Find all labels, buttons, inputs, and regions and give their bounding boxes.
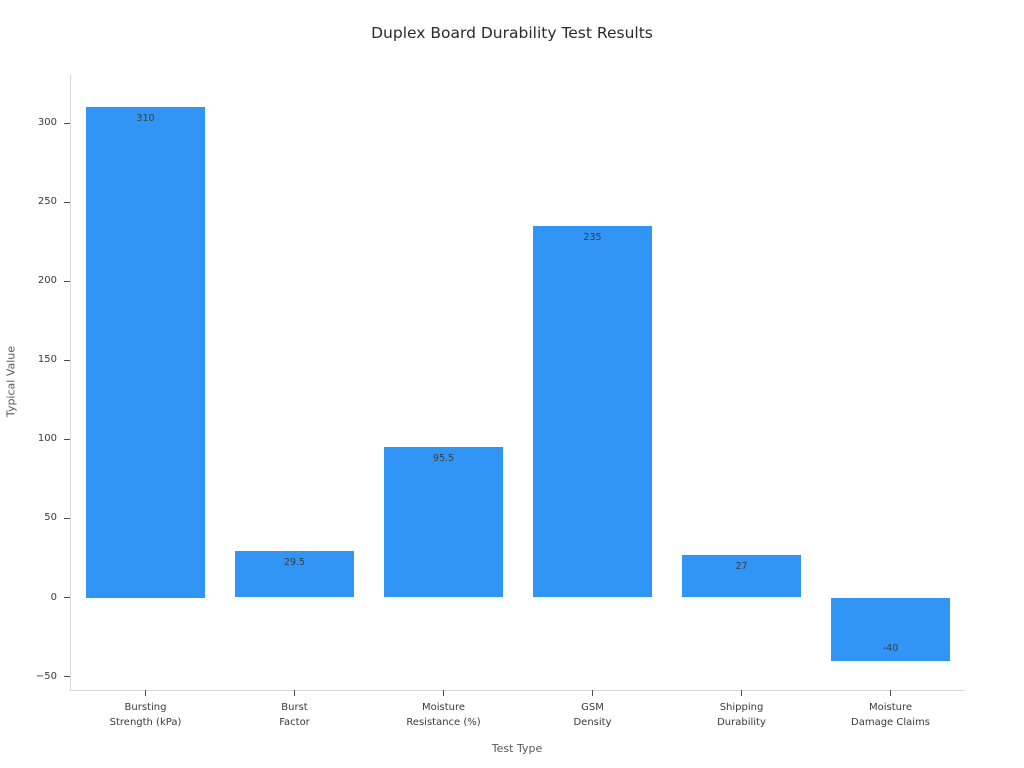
plot-area: −50 0 50 100 150 200 250 300 310 Bursting Strength… [36, 75, 965, 728]
y-tick-label: 300 [37, 117, 57, 129]
x-tick-mark [145, 690, 146, 696]
y-tick-label: −50 [35, 670, 57, 682]
x-tick-label: Moisture Damage Claims [851, 702, 930, 728]
y-tick-label: 200 [37, 275, 57, 287]
x-tick-label: Bursting Strength (kPa) [109, 702, 182, 728]
bar-value-label: -40 [882, 642, 899, 654]
bar [681, 554, 802, 598]
y-tick-label: 150 [37, 354, 57, 366]
y-tick-mark [64, 359, 70, 361]
bar-value-label: 235 [583, 231, 602, 243]
x-tick-label: Burst Factor [279, 702, 310, 728]
x-tick-mark [890, 690, 891, 696]
y-tick-mark [64, 676, 70, 678]
bar [234, 550, 355, 598]
x-tick-label: Moisture Resistance (%) [406, 702, 481, 728]
y-tick-mark [64, 201, 70, 203]
chart-title: Duplex Board Durability Test Results [371, 24, 653, 42]
bar-value-label: 310 [136, 113, 155, 125]
y-tick-label: 0 [50, 591, 57, 603]
x-tick-mark [294, 690, 295, 696]
bar [830, 597, 951, 661]
y-axis-title: Typical Value [4, 345, 18, 418]
bar [85, 107, 206, 598]
x-axis-title: Test Type [491, 742, 543, 755]
y-tick-mark [64, 438, 70, 440]
x-tick-mark [741, 690, 742, 696]
y-tick-label: 100 [37, 433, 57, 445]
bar-value-label: 29.5 [283, 556, 306, 568]
x-tick-label: GSM Density [573, 702, 612, 728]
bar [383, 446, 504, 598]
y-tick-label: 50 [44, 512, 57, 524]
bar [532, 225, 653, 598]
y-tick-label: 250 [37, 196, 57, 208]
y-tick-mark [64, 517, 70, 519]
x-tick-label: Shipping Durability [717, 702, 766, 728]
y-tick-mark [64, 122, 70, 124]
y-tick-mark [64, 597, 70, 598]
y-tick-mark [64, 280, 70, 282]
bar-value-label: 95.5 [432, 452, 455, 464]
bar-value-label: 27 [735, 560, 748, 572]
x-tick-mark [443, 690, 444, 696]
x-tick-mark [592, 690, 593, 696]
